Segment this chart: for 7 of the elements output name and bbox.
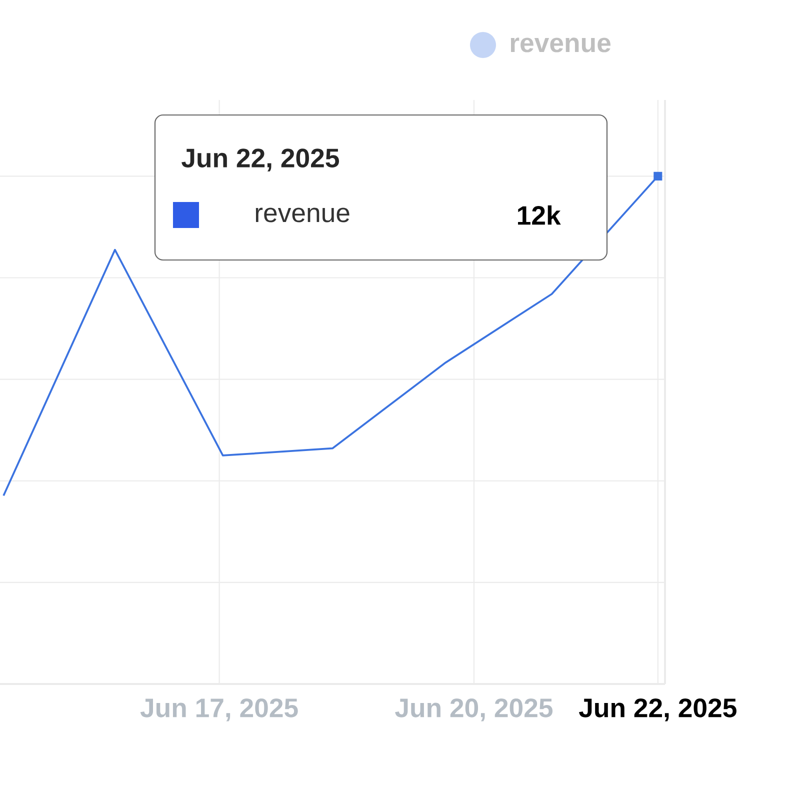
text: revenue [256, 208, 350, 222]
x-tick-label: Jun 20, 2025 [395, 698, 553, 722]
text: revenue [510, 38, 611, 52]
text: Jun 22, 2025 [182, 148, 340, 172]
x-tick-label: Jun 22, 2025 [579, 698, 736, 722]
annotation: 12k [518, 205, 561, 225]
x-tick-label: Jun 17, 2025 [140, 698, 298, 722]
